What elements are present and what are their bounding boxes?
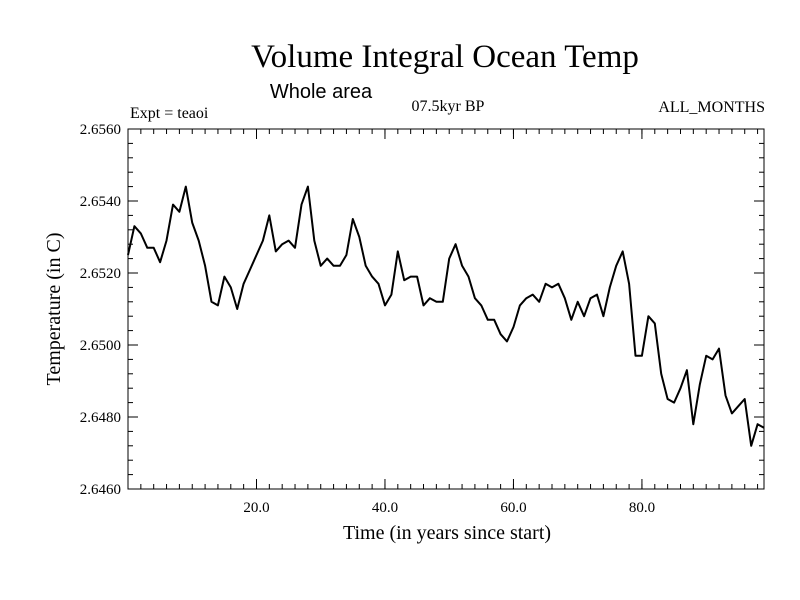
y-tick-labels: 2.6460 2.6480 2.6500 2.6520 2.6540 2.6560 bbox=[80, 122, 121, 498]
y-tick-label: 2.6460 bbox=[80, 482, 121, 498]
series-group bbox=[127, 185, 765, 447]
x-tick-label: 20.0 bbox=[243, 500, 269, 516]
y-tick-label: 2.6540 bbox=[80, 194, 121, 210]
y-tick-label: 2.6480 bbox=[80, 410, 121, 426]
chart-subtitle: Whole area bbox=[270, 81, 373, 103]
series-line-teaoi bbox=[127, 185, 765, 447]
y-tick-label: 2.6520 bbox=[80, 266, 121, 282]
chart-title: Volume Integral Ocean Temp bbox=[251, 39, 639, 75]
y-axis-label: Temperature (in C) bbox=[43, 233, 65, 386]
x-tick-label: 80.0 bbox=[629, 500, 655, 516]
header-center: 07.5kyr BP bbox=[412, 98, 485, 115]
header-left: Expt = teaoi bbox=[130, 105, 209, 122]
header-right: ALL_MONTHS bbox=[658, 99, 765, 116]
axis-ticks bbox=[128, 128, 764, 490]
x-axis-label: Time (in years since start) bbox=[343, 522, 551, 544]
x-tick-labels: 20.0 40.0 60.0 80.0 bbox=[243, 500, 655, 516]
x-tick-label: 40.0 bbox=[372, 500, 398, 516]
y-tick-label: 2.6560 bbox=[80, 122, 121, 138]
x-tick-label: 60.0 bbox=[500, 500, 526, 516]
y-tick-label: 2.6500 bbox=[80, 338, 121, 354]
plot-area bbox=[127, 128, 765, 490]
